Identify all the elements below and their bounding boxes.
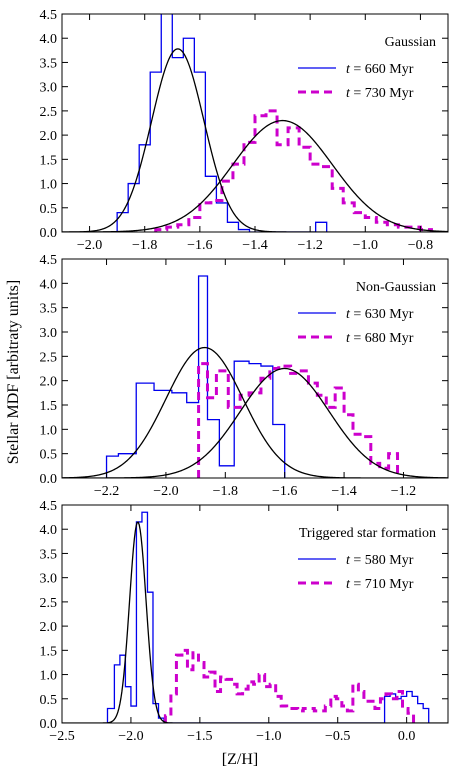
y-axis-label: Stellar MDF [arbitraty units]: [5, 280, 22, 464]
y-tick-label: 4.5: [40, 253, 58, 268]
legend-t-symbol: t: [346, 553, 351, 568]
legend-value: = 630 Myr: [350, 307, 414, 322]
y-tick-label: 1.5: [40, 644, 58, 659]
legend-value: = 710 Myr: [350, 577, 414, 592]
x-tick-label: −2.0: [153, 484, 178, 499]
plot-frame: [61, 258, 449, 479]
y-tick-label: 2.5: [40, 350, 58, 365]
y-tick-label: 3.5: [40, 302, 58, 317]
x-tick-label: −0.5: [325, 729, 350, 744]
gaussian-fit-1: [62, 521, 448, 723]
panel-label: Gaussian: [385, 35, 436, 50]
x-tick-label: −1.0: [353, 238, 378, 253]
x-tick-label: −2.0: [118, 729, 143, 744]
legend-label-1: t = 580 Myr: [346, 553, 414, 568]
panel-label: Non-Gaussian: [356, 280, 436, 295]
y-tick-label: 4.5: [40, 499, 58, 514]
legend-value: = 730 Myr: [350, 86, 414, 101]
y-tick-label: 2.0: [40, 620, 58, 635]
legend-value: = 680 Myr: [350, 331, 414, 346]
x-tick-label: −2.5: [49, 729, 74, 744]
y-tick-label: 1.0: [40, 423, 58, 438]
y-tick-label: 2.5: [40, 596, 58, 611]
x-tick-label: 0.0: [398, 729, 416, 744]
y-tick-label: 1.0: [40, 178, 58, 193]
y-tick-label: 3.5: [40, 547, 58, 562]
x-tick-label: −2.0: [77, 238, 102, 253]
legend-value: = 580 Myr: [350, 553, 414, 568]
y-tick-label: 1.5: [40, 399, 58, 414]
x-tick-label: −2.2: [94, 484, 119, 499]
y-tick-label: 3.5: [40, 56, 58, 71]
y-tick-label: 0.5: [40, 448, 58, 463]
x-tick-label: −1.2: [391, 484, 416, 499]
y-tick-label: 1.0: [40, 669, 58, 684]
x-tick-label: −1.5: [187, 729, 212, 744]
x-tick-label: −1.2: [297, 238, 322, 253]
y-tick-label: 4.0: [40, 277, 58, 292]
y-tick-label: 0.5: [40, 693, 58, 708]
legend-label-1: t = 660 Myr: [346, 62, 414, 77]
y-tick-label: 2.5: [40, 105, 58, 120]
y-tick-label: 4.5: [40, 8, 58, 23]
legend-t-symbol: t: [346, 307, 351, 322]
x-tick-label: −1.0: [256, 729, 281, 744]
gaussian-fit-1: [62, 346, 448, 478]
y-tick-label: 0.0: [40, 472, 58, 487]
y-tick-label: 0.0: [40, 717, 58, 732]
y-tick-label: 4.0: [40, 32, 58, 47]
panel-label: Triggered star formation: [299, 526, 436, 541]
histogram-series-1: [105, 275, 286, 478]
panels: −2.0 −1.8 −1.6 −1.4 −1.2 −1.0 −0.8 0.0 0.5 1.0 1.5…: [40, 8, 449, 744]
legend-label-2: t = 730 Myr: [346, 86, 414, 101]
legend-t-symbol: t: [346, 331, 351, 346]
y-tick-label: 3.0: [40, 572, 58, 587]
legend-label-2: t = 710 Myr: [346, 577, 414, 592]
panel-3: −2.5 −2.0 −1.5 −1.0 −0.5 0.0 0.0 0.5 1.0 1.5 2.0 2.…: [40, 499, 449, 744]
y-tick-label: 3.0: [40, 81, 58, 96]
histogram-series-1: [106, 511, 430, 723]
y-tick-label: 4.0: [40, 523, 58, 538]
x-tick-label: −1.8: [132, 238, 157, 253]
legend-label-2: t = 680 Myr: [346, 331, 414, 346]
panel-2: −2.2 −2.0 −1.8 −1.6 −1.4 −1.2 0.0 0.5 1.0 1.5 2.0 2…: [40, 253, 449, 499]
y-tick-label: 2.0: [40, 375, 58, 390]
x-tick-label: −1.6: [187, 238, 212, 253]
histogram-series-2: [163, 648, 416, 723]
x-tick-label: −1.4: [331, 484, 356, 499]
x-tick-label: −1.8: [213, 484, 238, 499]
histogram-series-1: [116, 14, 328, 232]
x-tick-label: −1.6: [272, 484, 297, 499]
gaussian-fit-2: [62, 119, 448, 232]
legend-label-1: t = 630 Myr: [346, 307, 414, 322]
y-tick-label: 0.0: [40, 226, 58, 241]
legend-t-symbol: t: [346, 577, 351, 592]
y-tick-label: 3.0: [40, 326, 58, 341]
x-axis-label: [Z/H]: [222, 751, 258, 768]
plot-frame: [61, 504, 449, 724]
x-tick-label: −1.4: [242, 238, 267, 253]
histogram-series-2: [197, 362, 400, 478]
panel-1: −2.0 −1.8 −1.6 −1.4 −1.2 −1.0 −0.8 0.0 0.5 1.0 1.5…: [40, 8, 449, 253]
legend-value: = 660 Myr: [350, 62, 414, 77]
legend-t-symbol: t: [346, 62, 351, 77]
y-tick-label: 0.5: [40, 202, 58, 217]
y-tick-label: 1.5: [40, 153, 58, 168]
x-tick-label: −0.8: [408, 238, 433, 253]
legend-t-symbol: t: [346, 86, 351, 101]
histogram-series-2: [154, 109, 433, 232]
plot-area: [62, 511, 448, 723]
y-tick-label: 2.0: [40, 129, 58, 144]
